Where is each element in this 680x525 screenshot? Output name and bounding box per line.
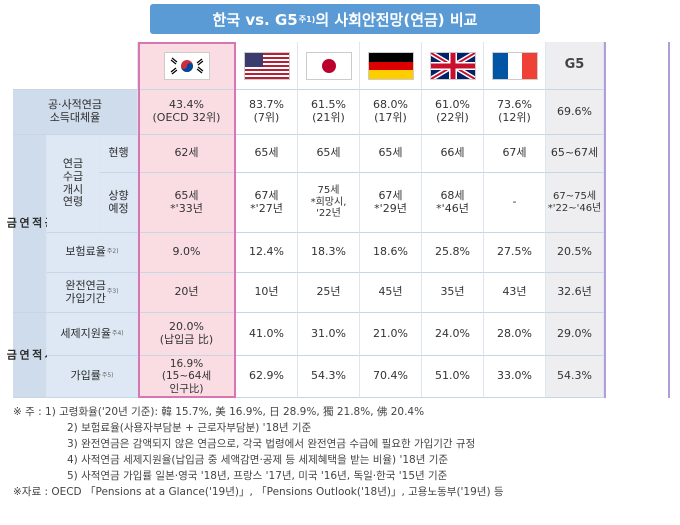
- enroll-japan: 54.3%: [298, 356, 360, 398]
- replacement-korea: 43.4% (OECD 32위): [138, 90, 236, 135]
- enroll-note: 주5): [101, 372, 114, 380]
- current-germany: 65세: [360, 135, 422, 173]
- private-pension-label: 사 적 연 금: [5, 313, 56, 398]
- current-japan: 65세: [298, 135, 360, 173]
- insurance-g5: 20.5%: [546, 233, 604, 273]
- tax-g5: 29.0%: [546, 313, 604, 356]
- insurance-germany: 18.6%: [360, 233, 422, 273]
- full-period-korea: 20년: [138, 273, 236, 313]
- full-period-label: 완전연금 가입기간 주3): [47, 273, 138, 313]
- japan-header: [298, 42, 360, 90]
- korea-header: [138, 42, 236, 90]
- germany-header: [360, 42, 422, 90]
- tax-france: 28.0%: [484, 313, 546, 356]
- enroll-usa: 62.9%: [236, 356, 298, 398]
- replacement-france: 73.6% (12위): [484, 90, 546, 135]
- tax-label-text: 세제지원율: [60, 326, 111, 340]
- g5-header: G5: [546, 42, 604, 90]
- replacement-usa: 83.7% (7위): [236, 90, 298, 135]
- uk-header: [422, 42, 484, 90]
- tax-uk: 24.0%: [422, 313, 484, 356]
- replacement-label: 공·사적연금 소득대체율: [13, 90, 138, 135]
- tax-label: 세제지원율 주4): [47, 313, 138, 356]
- tax-note: 주4): [111, 329, 124, 337]
- title-note: 주1): [298, 14, 316, 24]
- france-flag-icon: [491, 51, 538, 80]
- current-france: 67세: [484, 135, 546, 173]
- insurance-japan: 18.3%: [298, 233, 360, 273]
- insurance-label: 보험료율 주2): [47, 233, 138, 273]
- insurance-note: 주2): [106, 248, 119, 256]
- insurance-usa: 12.4%: [236, 233, 298, 273]
- page-title: 한국 vs. G5 주1) 의 사회안전망(연금) 비교: [150, 4, 540, 34]
- planned-germany: 67세 *'29년: [360, 173, 422, 233]
- usa-header: [236, 42, 298, 90]
- note-2: 2) 보험료율(사용자부담분 + 근로자부담분) '18년 기준: [67, 422, 312, 434]
- comparison-table: G5 공·사적연금 소득대체율 43.4% (OECD 32위) 83.7% (…: [5, 42, 670, 398]
- replacement-uk: 61.0% (22위): [422, 90, 484, 135]
- full-period-label-text: 완전연금 가입기간: [65, 278, 106, 305]
- planned-korea: 65세 *'33년: [138, 173, 236, 233]
- enroll-label: 가입률 주5): [47, 356, 138, 398]
- current-g5: 65~67세: [546, 135, 604, 173]
- planned-uk: 68세 *'46년: [422, 173, 484, 233]
- usa-flag-icon: [243, 51, 290, 80]
- current-uk: 66세: [422, 135, 484, 173]
- planned-label: 상향 예정: [100, 173, 138, 233]
- footnotes: ※ 주 : 1) 고령화율('20년 기준): 韓 15.7%, 美 16.9%…: [13, 404, 673, 500]
- insurance-france: 27.5%: [484, 233, 546, 273]
- current-korea: 62세: [138, 135, 236, 173]
- enroll-uk: 51.0%: [422, 356, 484, 398]
- enroll-g5: 54.3%: [546, 356, 604, 398]
- japan-flag-icon: [305, 51, 352, 80]
- insurance-uk: 25.8%: [422, 233, 484, 273]
- full-period-uk: 35년: [422, 273, 484, 313]
- corner-cell: [13, 42, 138, 90]
- note-4: 4) 사적연금 세제지원율(납입금 중 세액감면·공제 등 세제혜택을 받는 비…: [67, 454, 449, 466]
- current-usa: 65세: [236, 135, 298, 173]
- full-period-g5: 32.6년: [546, 273, 604, 313]
- public-pension-label: 공 적 연 금: [5, 135, 56, 313]
- enroll-germany: 70.4%: [360, 356, 422, 398]
- france-header: [484, 42, 546, 90]
- note-5: 5) 사적연금 가입률 일본·영국 '18년, 프랑스 '17년, 미국 '16…: [67, 470, 448, 482]
- germany-flag-icon: [367, 51, 414, 80]
- enroll-label-text: 가입률: [70, 369, 101, 383]
- full-period-note: 주3): [106, 288, 119, 296]
- tax-germany: 21.0%: [360, 313, 422, 356]
- replacement-germany: 68.0% (17위): [360, 90, 422, 135]
- current-label: 현행: [100, 135, 138, 173]
- full-period-france: 43년: [484, 273, 546, 313]
- enroll-korea: 16.9% (15~64세 인구比): [138, 356, 236, 398]
- full-period-germany: 45년: [360, 273, 422, 313]
- tax-korea: 20.0% (납입금 比): [138, 313, 236, 356]
- insurance-label-text: 보험료율: [65, 245, 106, 259]
- enroll-france: 33.0%: [484, 356, 546, 398]
- replacement-g5: 69.6%: [546, 90, 604, 135]
- title-rest: 의 사회안전망(연금) 비교: [315, 10, 478, 29]
- source-note: ※자료 : OECD 「Pensions at a Glance('19년)」,…: [13, 486, 504, 498]
- uk-flag-icon: [429, 51, 476, 80]
- tax-japan: 31.0%: [298, 313, 360, 356]
- replacement-japan: 61.5% (21위): [298, 90, 360, 135]
- pension-age-label: 연금 수급 개시 연령: [47, 135, 100, 233]
- full-period-japan: 25년: [298, 273, 360, 313]
- title-main: 한국 vs. G5: [212, 10, 298, 29]
- full-period-usa: 10년: [236, 273, 298, 313]
- planned-usa: 67세 *'27년: [236, 173, 298, 233]
- insurance-korea: 9.0%: [138, 233, 236, 273]
- planned-japan: 75세 *희망시, '22년: [298, 173, 360, 233]
- note-3: 3) 완전연금은 감액되지 않은 연금으로, 각국 법령에서 완전연금 수급에 …: [67, 438, 476, 450]
- korea-flag-icon: [163, 51, 210, 80]
- planned-france: -: [484, 173, 546, 233]
- note-1: ※ 주 : 1) 고령화율('20년 기준): 韓 15.7%, 美 16.9%…: [13, 406, 425, 418]
- planned-g5: 67~75세 *'22~'46년: [546, 173, 604, 233]
- tax-usa: 41.0%: [236, 313, 298, 356]
